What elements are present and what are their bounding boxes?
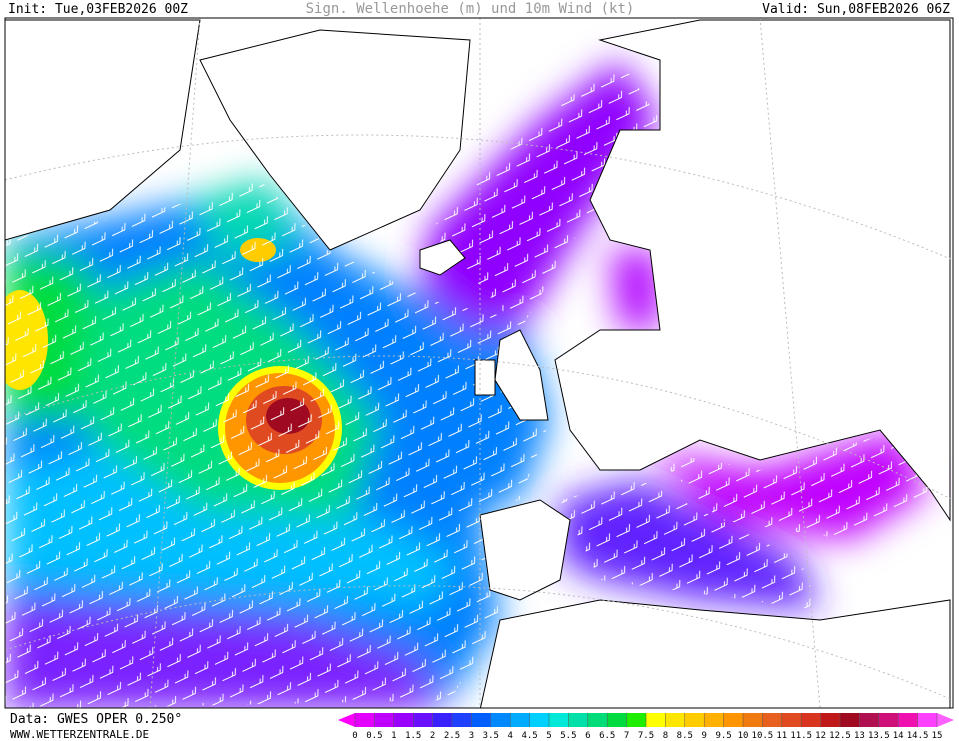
colorbar-label: 6.5 (599, 731, 615, 741)
colorbar-label: 4.5 (521, 731, 537, 741)
colorbar-label: 5.5 (560, 731, 576, 741)
colorbar-box (413, 713, 433, 727)
colorbar-label: 1.5 (405, 731, 421, 741)
colorbar-box (490, 713, 511, 727)
colorbar-label: 9.5 (715, 731, 731, 741)
colorbar-box (840, 713, 860, 727)
colorbar-box (898, 713, 918, 727)
colorbar-label: 5 (546, 731, 551, 741)
colorbar-label: 3 (469, 731, 474, 741)
colorbar-box (510, 713, 530, 727)
colorbar-box (665, 713, 685, 727)
colorbar-box (626, 713, 646, 727)
colorbar-label: 2.5 (444, 731, 460, 741)
colorbar-box (704, 713, 724, 727)
colorbar-box (374, 713, 394, 727)
colorbar-box (529, 713, 549, 727)
valid-time: Valid: Sun,08FEB2026 06Z (762, 2, 950, 17)
colorbar-label: 7 (624, 731, 629, 741)
colorbar-label: 14.5 (907, 731, 929, 741)
data-source: Data: GWES OPER 0.250° (10, 712, 182, 727)
colorbar-box (607, 713, 627, 727)
colorbar-label: 1 (391, 731, 396, 741)
colorbar-box (587, 713, 608, 727)
colorbar-label: 13 (854, 731, 865, 741)
website: WWW.WETTERZENTRALE.DE (10, 728, 149, 741)
colorbar-box (762, 713, 782, 727)
colorbar: 0 0.5 1 1.5 2 2.5 3 3.5 4 4.5 5 5.5 6 6.5 7 7.5 8 8.5 9 9.5… (338, 713, 954, 741)
colorbar-label: 4 (507, 731, 512, 741)
colorbar-label: 12.5 (829, 731, 851, 741)
colorbar-label: 3.5 (483, 731, 499, 741)
colorbar-box (820, 713, 840, 727)
colorbar-arrow (937, 713, 954, 727)
colorbar-label: 0 (352, 731, 357, 741)
map-title: Sign. Wellenhoehe (m) und 10m Wind (kt) (306, 1, 635, 17)
colorbar-label: 12 (815, 731, 826, 741)
colorbar-box (452, 713, 472, 727)
colorbar-label: 0.5 (366, 731, 382, 741)
colorbar-label: 13.5 (868, 731, 890, 741)
colorbar-box (355, 713, 375, 727)
colorbar-box (393, 713, 414, 727)
colorbar-box (684, 713, 705, 727)
colorbar-label: 15 (932, 731, 943, 741)
colorbar-box (878, 713, 899, 727)
colorbar-box (568, 713, 588, 727)
colorbar-box (801, 713, 821, 727)
colorbar-box (646, 713, 666, 727)
colorbar-label: 9 (701, 731, 706, 741)
colorbar-box (549, 713, 569, 727)
graticule (5, 18, 953, 708)
colorbar-box (432, 713, 452, 727)
colorbar-label: 11 (776, 731, 787, 741)
colorbar-box (917, 713, 937, 727)
colorbar-box (723, 713, 743, 727)
colorbar-label: 7.5 (638, 731, 654, 741)
colorbar-label: 11.5 (790, 731, 812, 741)
colorbar-box (743, 713, 763, 727)
colorbar-arrow (338, 713, 355, 727)
colorbar-label: 6 (585, 731, 590, 741)
colorbar-label: 2 (430, 731, 435, 741)
map-frame (4, 17, 954, 709)
colorbar-label: 10 (738, 731, 749, 741)
land (5, 19, 951, 708)
colorbar-box (471, 713, 491, 727)
colorbar-label: 10.5 (752, 731, 774, 741)
colorbar-label: 8 (663, 731, 668, 741)
colorbar-label: 14 (893, 731, 904, 741)
colorbar-box (781, 713, 802, 727)
map (5, 18, 953, 708)
colorbar-label: 8.5 (677, 731, 693, 741)
init-time: Init: Tue,03FEB2026 00Z (8, 2, 188, 17)
colorbar-box (859, 713, 879, 727)
